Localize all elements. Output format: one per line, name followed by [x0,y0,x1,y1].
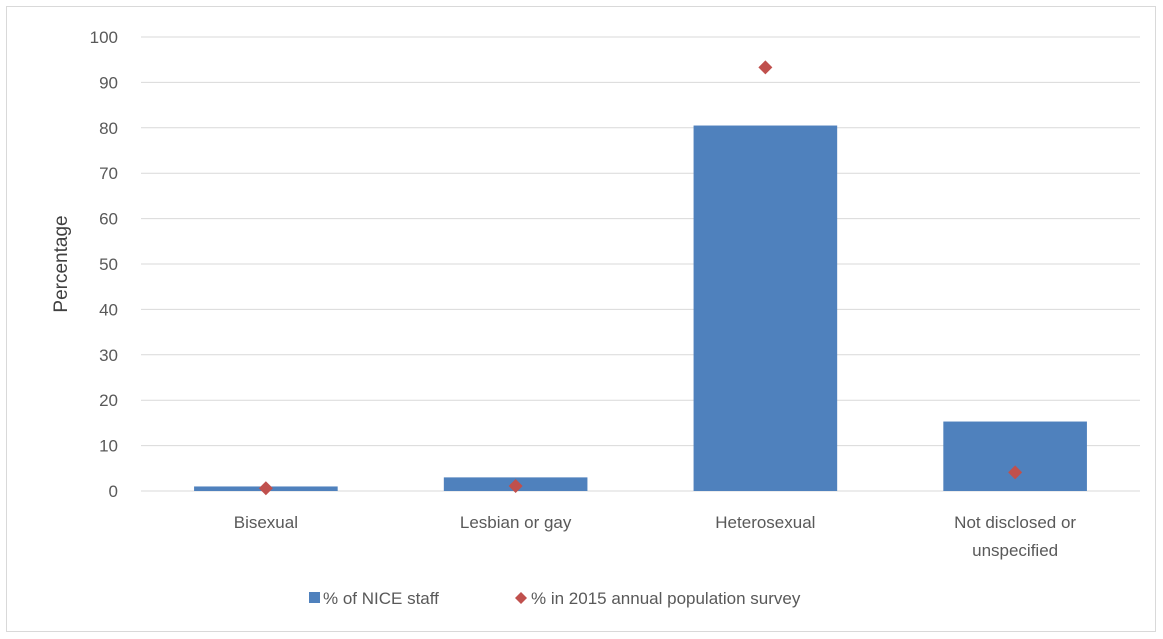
y-tick-label: 10 [99,437,118,456]
legend-swatch-diamond [515,592,527,604]
y-axis-ticks: 0 10 20 30 40 50 60 70 80 90 100 [90,28,118,501]
y-tick-label: 50 [99,255,118,274]
data-point-marker [508,479,523,494]
y-tick-label: 60 [99,210,118,229]
bar [943,421,1087,491]
x-tick-label: Lesbian or gay [460,513,572,532]
x-tick-label: Bisexual [234,513,298,532]
x-tick-label: Not disclosed or unspecified [954,513,1076,560]
legend-label: % of NICE staff [323,589,439,608]
bar [693,125,838,491]
data-point-marker [1008,465,1023,480]
legend-swatch-bar [309,592,320,603]
chart-frame [6,6,1156,632]
y-axis-title: Percentage [51,215,72,312]
x-axis-labels: Bisexual Lesbian or gay Heterosexual Not di… [234,513,1077,560]
bars [194,125,1087,491]
y-tick-label: 20 [99,391,118,410]
data-point-marker [258,481,273,496]
y-tick-label: 0 [109,482,118,501]
y-tick-label: 40 [99,300,118,319]
y-tick-label: 70 [99,164,118,183]
legend-label: % in 2015 annual population survey [531,589,801,608]
data-point-marker [758,60,773,75]
markers [258,60,1023,496]
x-tick-label: Heterosexual [715,513,815,532]
legend: % of NICE staff % in 2015 annual populati… [309,589,801,608]
y-tick-label: 90 [99,73,118,92]
y-tick-label: 100 [90,28,118,47]
y-tick-label: 30 [99,346,118,365]
y-tick-label: 80 [99,119,118,138]
